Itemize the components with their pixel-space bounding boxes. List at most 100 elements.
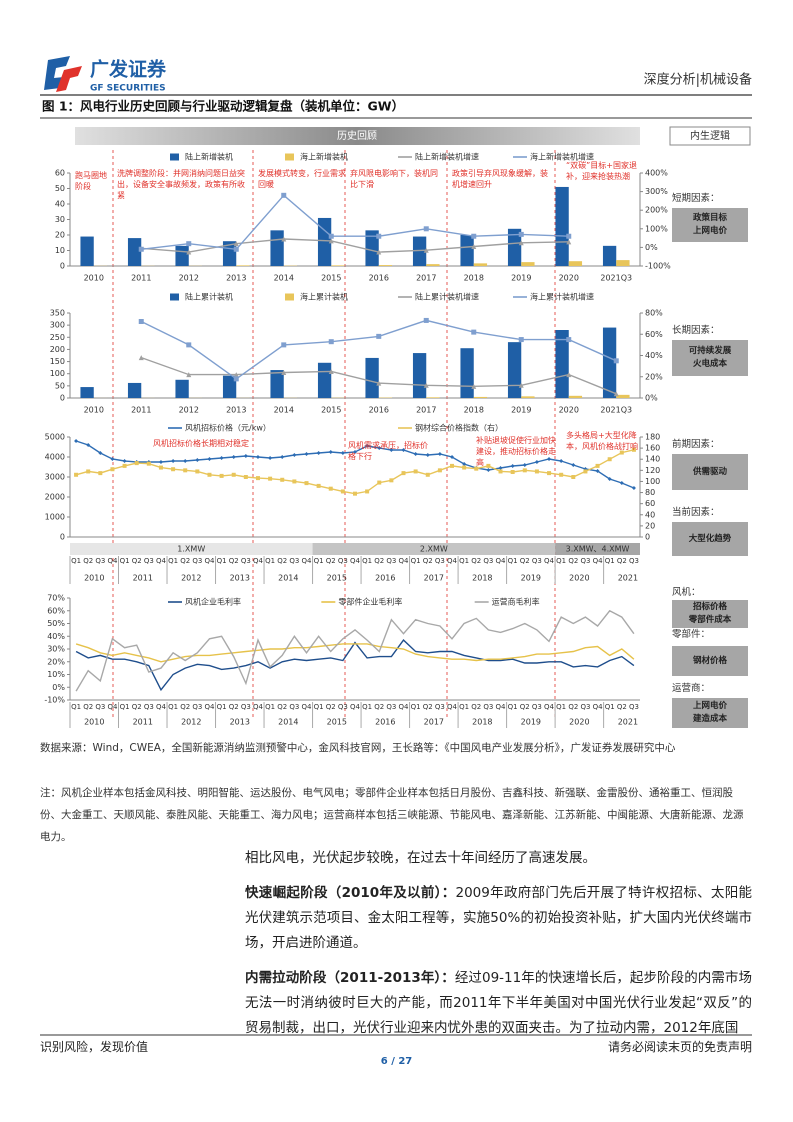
point: [183, 459, 188, 463]
x-tick-label: Q1: [217, 557, 227, 565]
x-tick-label: Q2: [83, 557, 93, 565]
x-tick-label: Q4: [544, 703, 555, 711]
point: [281, 370, 287, 375]
point: [498, 469, 503, 474]
annotation: 风机需求承压，招标价格下行: [348, 441, 428, 461]
point: [255, 476, 260, 481]
y-tick-label: 50%: [47, 619, 65, 628]
point: [280, 477, 285, 482]
legend-swatch: [285, 153, 294, 161]
point: [219, 473, 224, 478]
point: [98, 471, 103, 476]
year-label: 2021: [618, 574, 638, 583]
y-tick-label: 30: [55, 215, 65, 224]
x-tick-label: Q1: [411, 703, 421, 711]
line-series: [141, 356, 617, 395]
x-tick-label: 2011: [131, 406, 151, 415]
point: [292, 479, 297, 484]
y-tick-label: 1000: [45, 513, 65, 522]
point: [450, 455, 455, 459]
point: [425, 472, 430, 477]
legend-label: 风机招标价格（元/kw）: [185, 423, 271, 433]
bar: [426, 397, 440, 398]
bar: [568, 395, 583, 398]
paragraph-text: 经过09-11年的快速增长后，起步阶段的内需市场无法一时消纳彼时巨大的产能，而2…: [245, 970, 753, 1036]
year-label: 2011: [133, 718, 153, 727]
x-tick-label: 2020: [559, 274, 579, 283]
year-label: 2021: [618, 718, 638, 727]
point: [138, 246, 144, 252]
x-tick-label: Q1: [362, 557, 372, 565]
point: [186, 342, 192, 348]
year-label: 2013: [230, 718, 250, 727]
bar: [616, 260, 630, 266]
y-tick-label: 10%: [47, 670, 65, 679]
bar: [521, 396, 535, 398]
point: [110, 457, 115, 461]
x-tick-label: Q3: [580, 703, 590, 711]
y2-tick-label: 100: [645, 477, 660, 486]
bar: [473, 263, 488, 266]
x-tick-label: Q4: [107, 703, 118, 711]
factor-text: 可持续发展: [688, 346, 732, 356]
y2-tick-label: 400%: [645, 169, 668, 178]
x-tick-label: Q4: [302, 703, 313, 711]
paragraph-heading: 快速崛起阶段（2010年及以前）：: [245, 885, 456, 901]
factor-text: 大型化趋势: [688, 533, 732, 544]
point: [171, 459, 176, 463]
legend-label: 陆上累计装机: [185, 292, 233, 302]
x-tick-label: Q3: [241, 557, 251, 565]
year-label: 2011: [133, 574, 153, 583]
x-tick-label: Q1: [120, 557, 130, 565]
point: [423, 317, 429, 323]
y-tick-label: 40%: [47, 632, 65, 641]
point: [559, 459, 564, 463]
year-label: 2010: [84, 574, 104, 583]
point: [413, 452, 418, 456]
y2-tick-label: 140: [645, 455, 660, 464]
size-band-label: 2.XMW: [420, 545, 448, 554]
x-tick-label: Q3: [386, 703, 396, 711]
section-label: 深度分析|机械设备: [644, 72, 752, 88]
x-tick-label: Q3: [192, 557, 202, 565]
x-tick-label: Q3: [289, 703, 299, 711]
y-tick-label: 4000: [45, 453, 65, 462]
y2-tick-label: 0: [645, 533, 650, 542]
point: [547, 471, 552, 476]
factor-label: 运营商：: [672, 683, 711, 694]
year-label: 2018: [472, 718, 492, 727]
x-tick-label: 2010: [84, 406, 104, 415]
x-tick-label: Q3: [580, 557, 590, 565]
year-label: 2016: [375, 574, 395, 583]
x-tick-label: 2017: [416, 274, 436, 283]
x-tick-label: Q3: [289, 557, 299, 565]
x-tick-label: 2014: [274, 274, 294, 283]
side-title: 内生逻辑: [690, 129, 730, 142]
point: [566, 233, 572, 239]
annotation: 洗牌调整阶段：并网消纳问题日益突出，设备安全事故频发，政策有所收紧: [117, 169, 245, 200]
bar: [602, 245, 617, 266]
bar: [331, 265, 345, 266]
point: [122, 459, 127, 463]
y-tick-label: 30%: [47, 645, 65, 654]
point: [571, 475, 576, 479]
point: [138, 355, 144, 361]
factor-text: 上网电价: [692, 226, 727, 236]
factor-label: 长期因素：: [672, 325, 720, 336]
point: [146, 461, 151, 466]
point: [510, 470, 515, 474]
point: [74, 472, 79, 477]
y-tick-label: 350: [50, 309, 65, 318]
x-tick-label: 2015: [321, 274, 341, 283]
x-tick-label: Q1: [71, 557, 81, 565]
bar: [507, 228, 522, 266]
factor-text: 供需驱动: [692, 466, 727, 477]
point: [376, 333, 382, 339]
size-band: [555, 543, 640, 555]
year-label: 2018: [472, 574, 492, 583]
bar: [460, 348, 474, 398]
x-tick-label: Q1: [71, 703, 81, 711]
point: [195, 458, 200, 462]
x-tick-label: Q4: [447, 703, 458, 711]
point: [376, 233, 382, 239]
